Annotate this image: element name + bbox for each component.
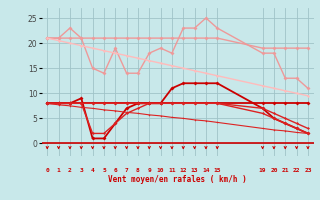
X-axis label: Vent moyen/en rafales ( km/h ): Vent moyen/en rafales ( km/h )	[108, 175, 247, 184]
